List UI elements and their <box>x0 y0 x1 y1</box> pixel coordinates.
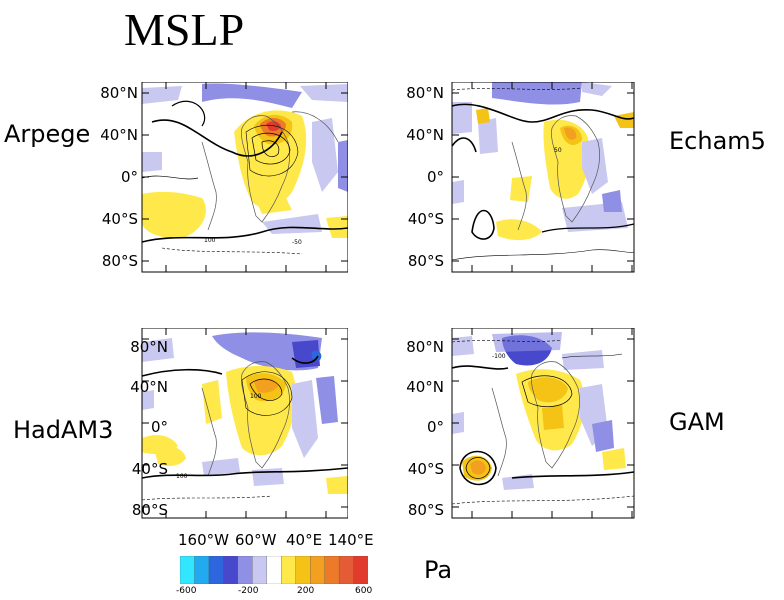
lat-label-0: 0° <box>426 168 444 186</box>
lat-label-40n: 40°N <box>100 126 138 144</box>
colorbar-cell <box>266 556 282 584</box>
unit-label: Pa <box>424 556 453 584</box>
lat-label-80s: 80°S <box>101 252 138 270</box>
contour-label: 100 <box>250 393 262 400</box>
colorbar-cell <box>295 556 311 584</box>
lat-label-80s: 80°S <box>407 252 444 270</box>
model-label-echam5: Echam5 <box>669 127 766 155</box>
map-panel-echam5: 50 <box>428 82 654 274</box>
lat-label-80s: 80°S <box>407 501 444 519</box>
lat-label-80s: 80°S <box>131 501 168 519</box>
figure-title: MSLP <box>124 4 245 55</box>
lat-label-40s: 40°S <box>407 460 444 478</box>
lon-label-160w: 160°W <box>178 531 229 549</box>
colorbar-cell <box>208 556 224 584</box>
colorbar-tick-label: 600 <box>355 586 373 596</box>
map-panel-gam: -100 <box>428 328 654 520</box>
contour-label: -50 <box>292 239 302 246</box>
colorbar-cell <box>180 556 195 584</box>
colorbar-cell <box>252 556 268 584</box>
lat-label-80n: 80°N <box>100 84 138 102</box>
colorbar-tick-label: -600 <box>176 586 197 596</box>
contour-label: 100 <box>176 473 188 480</box>
colorbar-cell <box>309 556 325 584</box>
lon-label-60w: 60°W <box>235 531 277 549</box>
colorbar-cell <box>281 556 297 584</box>
contour-label: -100 <box>492 353 506 360</box>
map-panel-hadam3: 100 100 <box>122 328 348 520</box>
contour-label: 50 <box>554 147 562 154</box>
map-panel-arpege: 100 -50 <box>122 82 348 274</box>
lat-label-80n: 80°N <box>130 338 168 356</box>
colorbar-cell <box>353 556 368 584</box>
colorbar-tick-label: -200 <box>238 586 259 596</box>
lat-label-80n: 80°N <box>406 338 444 356</box>
lat-label-40n: 40°N <box>406 126 444 144</box>
lat-label-0: 0° <box>120 168 138 186</box>
lat-label-80n: 80°N <box>406 84 444 102</box>
model-label-gam: GAM <box>669 408 725 436</box>
colorbar-tick-label: 200 <box>297 586 315 596</box>
lat-label-0: 0° <box>426 418 444 436</box>
colorbar <box>180 556 368 584</box>
lon-label-140e: 140°E <box>328 531 374 549</box>
lat-label-40s: 40°S <box>101 210 138 228</box>
lon-label-40e: 40°E <box>286 531 323 549</box>
lat-label-40s: 40°S <box>407 210 444 228</box>
colorbar-cell <box>338 556 354 584</box>
colorbar-cell <box>324 556 340 584</box>
model-label-hadam3: HadAM3 <box>13 416 114 444</box>
colorbar-cell <box>223 556 239 584</box>
colorbar-cell <box>237 556 253 584</box>
lat-label-40s: 40°S <box>131 460 168 478</box>
lat-label-40n: 40°N <box>406 378 444 396</box>
contour-label: 100 <box>204 237 216 244</box>
lat-label-40n: 40°N <box>130 378 168 396</box>
colorbar-cell <box>194 556 210 584</box>
model-label-arpege: Arpege <box>4 120 91 148</box>
lat-label-0: 0° <box>150 418 168 436</box>
